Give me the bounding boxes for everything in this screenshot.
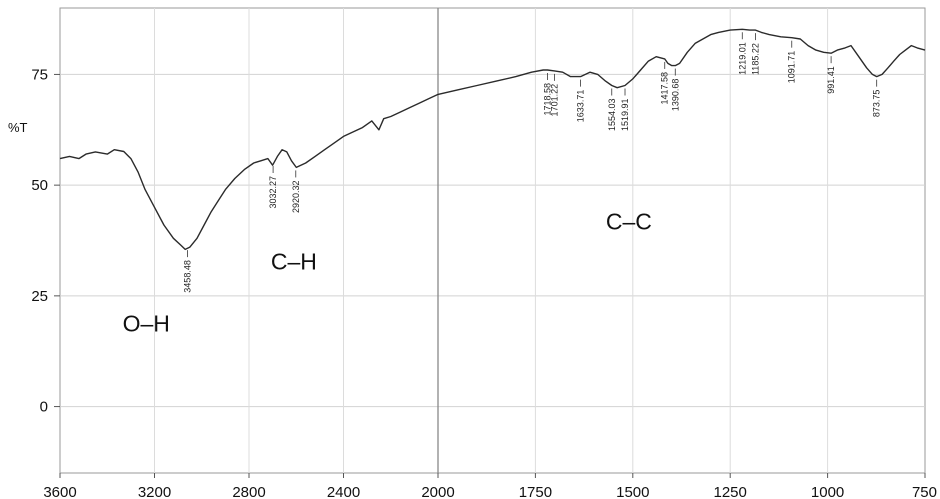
x-tick-label: 750 [912, 484, 937, 499]
peak-label: 1185.22 [751, 43, 761, 75]
tick-layer: 0 25 50 75 3600 3200 2800 2400 2000 1750 1500 1250 1… [31, 66, 937, 499]
x-tick-label: 2400 [327, 484, 360, 499]
peak-label: 3032.27 [268, 176, 278, 209]
x-tick-label: 1500 [616, 484, 649, 499]
peak-label: 1417.58 [660, 72, 670, 105]
peak-label: 1519.91 [620, 99, 630, 132]
peak-label-group: 3458.48 [183, 250, 193, 293]
y-tick-label: 25 [31, 288, 48, 305]
peak-label: 1633.71 [576, 90, 586, 123]
y-axis-label: %T [8, 120, 28, 135]
x-tick-label: 3200 [138, 484, 171, 499]
peak-label-group: 1219.01 [737, 32, 747, 75]
peak-label: 1701.22 [549, 84, 559, 117]
x-tick-label: 2800 [232, 484, 265, 499]
peak-label: 3458.48 [183, 260, 193, 293]
peak-label: 1091.71 [787, 51, 797, 84]
x-tick-label: 3600 [43, 484, 76, 499]
x-tick-label: 1250 [714, 484, 747, 499]
peak-label: 2920.32 [291, 180, 301, 213]
x-tick-label: 1000 [811, 484, 844, 499]
annotation-layer: O–H C–H C–C [123, 208, 652, 336]
peak-label: 1219.01 [737, 42, 747, 75]
peak-label-group: 873.75 [872, 79, 882, 118]
y-tick-label: 50 [31, 177, 48, 194]
region-annotation: C–H [271, 248, 317, 274]
region-annotation: C–C [606, 208, 652, 234]
x-tick-label: 2000 [421, 484, 454, 499]
peak-label: 1554.03 [607, 99, 617, 132]
peak-label-group: 1701.22 [549, 73, 559, 117]
x-tick-label: 1750 [519, 484, 552, 499]
peak-label-group: 3032.27 [268, 166, 278, 209]
peak-label-group: 1554.03 [607, 88, 617, 132]
peak-label: 1718.58 [542, 83, 552, 116]
peak-label-group: 1519.91 [620, 88, 630, 132]
spectrum-line [59, 28, 926, 251]
y-tick-label: 75 [31, 66, 48, 83]
peak-label: 1390.68 [670, 79, 680, 112]
plot-frame [59, 7, 926, 474]
peak-label-group: 991.41 [826, 56, 836, 94]
peak-label-group: 1633.71 [576, 79, 586, 123]
peak-label-group: 1091.71 [787, 40, 797, 84]
peak-label-group: 1185.22 [751, 33, 761, 75]
peak-label-group: 1718.58 [542, 73, 552, 116]
peak-label-group: 2920.32 [291, 170, 301, 213]
peak-label: 991.41 [826, 66, 836, 94]
region-annotation: O–H [123, 310, 170, 336]
peak-label: 873.75 [872, 90, 882, 118]
peak-label-group: 1390.68 [670, 68, 680, 112]
series-layer [59, 28, 926, 251]
peak-label-group: 1417.58 [660, 61, 670, 105]
y-tick-label: 0 [40, 399, 48, 416]
grid-layer [60, 8, 925, 473]
